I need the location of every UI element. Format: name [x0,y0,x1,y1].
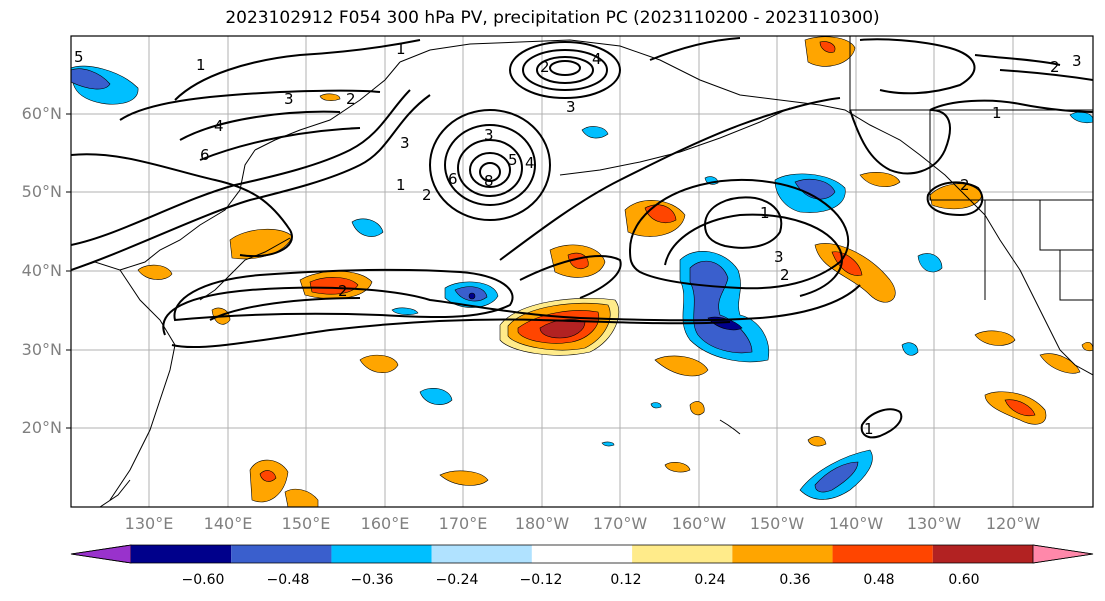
lon-label: 160°W [671,514,727,533]
lon-label: 130°W [906,514,962,533]
colorbar-segment [131,545,232,563]
contour-label: 3 [566,98,576,116]
colorbar-segment [231,545,332,563]
contour-label: 1 [992,104,1002,122]
colorbar-tick: 0.60 [948,572,980,588]
contour-label: 1 [396,176,406,194]
axis-ticks [66,113,71,429]
colorbar-tick: 0.24 [694,572,726,588]
map-plot: 1 2 3 4 5 6 1 2 3 2 3 4 5 6 8 1 2 3 4 2 … [66,35,1094,508]
map-title: 2023102912 F054 300 hPa PV, precipitatio… [225,8,880,28]
lon-label: 170°W [592,514,648,533]
coastlines [71,36,1093,507]
colorbar-tick: 0.12 [610,572,642,588]
lat-label-20n: 20°N [21,418,62,437]
contour-label: 2 [346,90,356,108]
lat-label-30n: 30°N [21,340,62,359]
lon-label: 130°E [124,514,174,533]
contour-label: 3 [774,248,784,266]
colorbar-extend-min [70,544,132,564]
lon-label: 140°W [828,514,884,533]
contour-label: 2 [540,58,550,76]
colorbar-outline [70,544,1094,564]
colorbar-segment [431,545,532,563]
colorbar-segments [70,544,1094,564]
colorbar-tick: 0.48 [863,572,895,588]
contour-label: 8 [484,172,494,190]
contour-label: 2 [1050,58,1060,76]
contour-label: 2 [422,186,432,204]
contour-label: 3 [1072,52,1082,70]
contour-label: 6 [448,170,458,188]
colorbar-tick: −0.60 [181,572,225,588]
colorbar-tick: −0.24 [435,572,479,588]
contour-label: 2 [780,266,790,284]
contour-label: 5 [74,48,84,66]
lat-label-60n: 60°N [21,104,62,123]
colorbar-segment [832,545,933,563]
contour-label: 4 [525,154,535,172]
colorbar-segment [632,545,733,563]
contour-label: 1 [864,420,874,438]
colorbar [70,544,1094,564]
contour-label: 1 [196,56,206,74]
contour-label: 5 [508,151,518,169]
lat-label-50n: 50°N [21,182,62,201]
lat-label-40n: 40°N [21,261,62,280]
contour-label: 1 [760,204,770,222]
contour-label: 3 [484,126,494,144]
colorbar-segment [531,545,633,563]
precip-negative-areas [71,65,1093,500]
contour-label: 3 [400,134,410,152]
pv-contours [71,37,1093,439]
lon-label: 180°W [514,514,570,533]
contour-labels: 1 2 3 4 5 6 1 2 3 2 3 4 5 6 8 1 2 3 4 2 … [74,40,1082,438]
contour-label: 2 [338,282,348,300]
lon-label: 150°E [281,514,331,533]
colorbar-extend-max [1032,544,1094,564]
lon-label: 120°W [985,514,1041,533]
contour-label: 2 [960,176,970,194]
colorbar-segment [932,545,1033,563]
contour-label: 4 [214,117,224,135]
contour-label: 6 [200,146,210,164]
lon-label: 150°W [749,514,805,533]
colorbar-tick: −0.48 [266,572,310,588]
colorbar-tick: 0.36 [779,572,811,588]
contour-label: 1 [396,40,406,58]
contour-label: 3 [284,90,294,108]
colorbar-tick: −0.36 [350,572,394,588]
lon-label: 170°E [438,514,488,533]
lon-label: 140°E [203,514,253,533]
lon-label: 160°E [360,514,410,533]
colorbar-tick: −0.12 [519,572,563,588]
contour-label: 4 [592,50,602,68]
colorbar-segment [331,545,432,563]
colorbar-segment [732,545,833,563]
